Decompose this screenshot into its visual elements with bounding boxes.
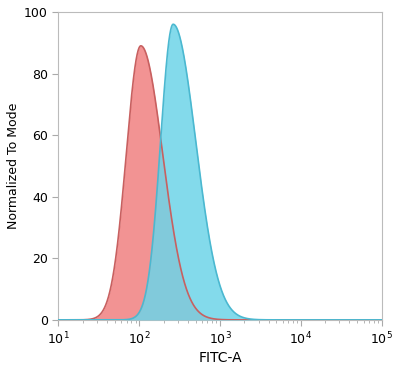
X-axis label: FITC-A: FITC-A — [198, 351, 242, 365]
Y-axis label: Normalized To Mode: Normalized To Mode — [7, 103, 20, 229]
